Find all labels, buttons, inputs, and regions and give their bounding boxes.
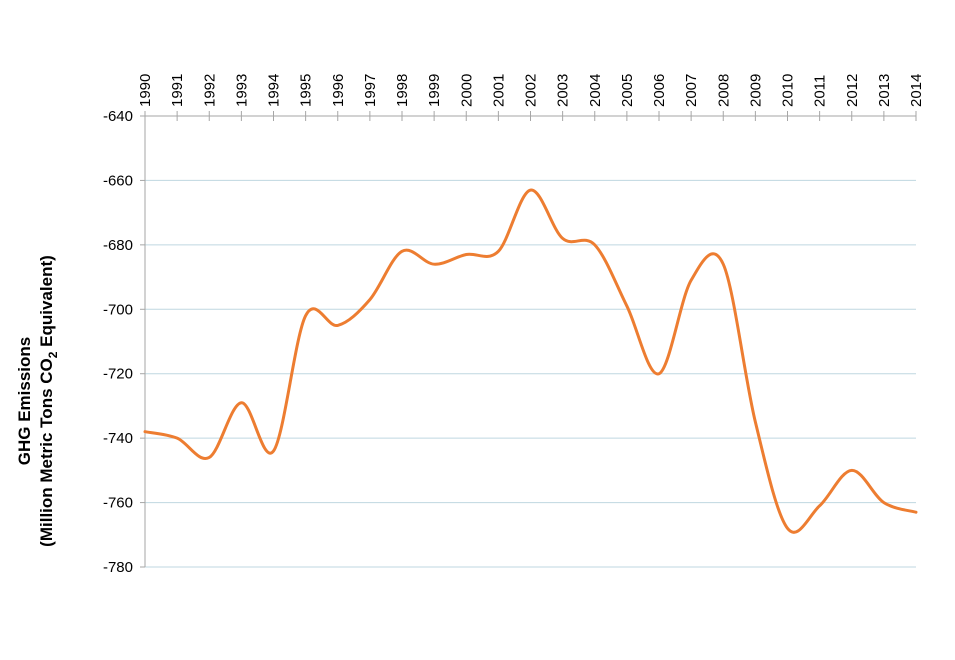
- x-tick-label: 2003: [555, 74, 572, 107]
- x-tick-label: 2008: [715, 74, 732, 107]
- y-tick-label: -680: [103, 237, 133, 254]
- y-tick-labels: -640 -660 -680 -700 -720 -740 -760 -780: [103, 108, 133, 576]
- x-tick-label: 2004: [587, 74, 604, 107]
- x-tick-label: 2014: [908, 74, 925, 107]
- y-tick-label: -760: [103, 495, 133, 512]
- series-lines: [143, 188, 918, 534]
- x-tick-label: 2012: [844, 74, 861, 107]
- x-tick-label: 2006: [651, 74, 668, 107]
- y-tick-label: -700: [103, 301, 133, 318]
- x-tick-label: 2013: [876, 74, 893, 107]
- x-tick-label: 1990: [137, 74, 154, 107]
- x-tick-label: 1993: [233, 74, 250, 107]
- x-tick-label: 2009: [747, 74, 764, 107]
- x-tick-labels: 1990 1991 1992 1993 1994 1995 1996 1997 1998 1999…: [137, 74, 925, 107]
- y-axis-title-line2: (Million Metric Tons CO2 Equivalent): [37, 255, 60, 547]
- x-tick-label: 2011: [812, 75, 829, 107]
- x-tick-label: 1999: [426, 74, 443, 107]
- x-tick-label: 2007: [683, 74, 700, 107]
- y-axis-title-line1: GHG Emissions: [15, 337, 34, 465]
- y-axis-title-part-a: (Million Metric Tons CO: [37, 358, 56, 547]
- y-tick-label: -780: [103, 559, 133, 576]
- y-axis-title: GHG Emissions (Million Metric Tons CO2 E…: [15, 255, 60, 547]
- x-tick-label: 1994: [266, 74, 283, 107]
- x-tick-label: 1998: [394, 74, 411, 107]
- x-tick-label: 2000: [458, 74, 475, 107]
- x-tick-label: 2010: [780, 74, 797, 107]
- y-axis-title-part-b: Equivalent): [37, 255, 56, 351]
- y-tick-label: -660: [103, 172, 133, 189]
- x-tick-label: 1991: [169, 74, 186, 107]
- y-tick-label: -720: [103, 366, 133, 383]
- axes: [140, 111, 917, 568]
- x-tick-label: 1992: [201, 74, 218, 107]
- series-line-0: [143, 188, 918, 534]
- y-tick-label: -640: [103, 108, 133, 125]
- x-tick-label: 1997: [362, 74, 379, 107]
- y-axis-title-subscript: 2: [46, 351, 60, 358]
- x-tick-label: 1996: [330, 74, 347, 107]
- y-tick-label: -740: [103, 430, 133, 447]
- x-tick-label: 2002: [523, 74, 540, 107]
- gridlines: [145, 179, 916, 568]
- x-tick-label: 2001: [490, 74, 507, 107]
- x-tick-label: 2005: [619, 74, 636, 107]
- x-tick-label: 1995: [298, 74, 315, 107]
